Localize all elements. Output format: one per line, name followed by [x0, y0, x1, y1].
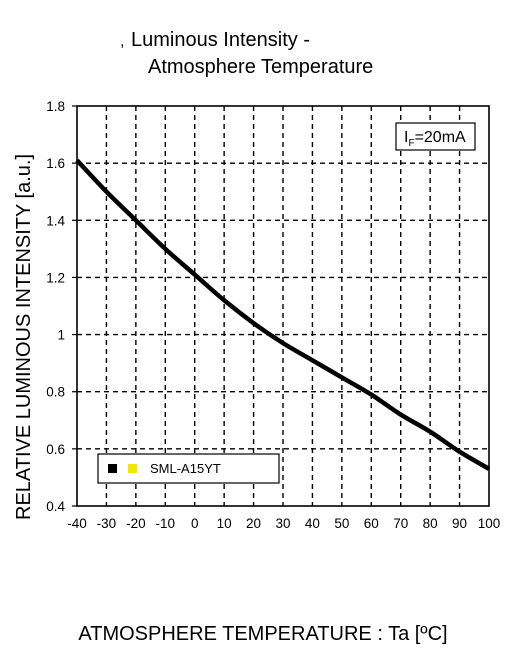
x-tick-label: -20 [126, 516, 146, 531]
x-tick-label: 10 [217, 516, 232, 531]
x-tick-labels: -40 -30 -20 -10 0 10 20 30 40 50 60 70 80 90 100 [67, 516, 500, 531]
plot-frame [76, 105, 490, 507]
title-prefix: , [120, 33, 124, 50]
grid-lines [77, 106, 489, 506]
x-axis-label: ATMOSPHERE TEMPERATURE : Ta [ºC] [78, 623, 447, 645]
y-tick-labels: 0.4 0.6 0.8 1 1.2 1.4 1.6 1.8 [46, 99, 77, 514]
x-tick-label: 30 [275, 516, 290, 531]
y-tick-label: 1 [57, 328, 65, 343]
y-tick-label: 0.4 [46, 499, 65, 514]
condition-label: IF=20mA [404, 129, 466, 149]
condition-suffix: =20mA [415, 129, 466, 146]
title-line-1: Luminous Intensity - [131, 29, 310, 51]
x-tick-label: 90 [452, 516, 467, 531]
x-tick-label: 20 [246, 516, 261, 531]
x-tick-label: 0 [191, 516, 199, 531]
x-tick-label: 80 [423, 516, 438, 531]
condition-box: IF=20mA [395, 122, 476, 151]
legend-swatch-yellow [128, 464, 137, 473]
chart-title: , Luminous Intensity - Atmosphere Temper… [120, 29, 373, 78]
plot-area [75, 105, 491, 507]
x-tick-label: 40 [305, 516, 320, 531]
condition-frame [395, 122, 476, 151]
x-tick-label: 60 [364, 516, 379, 531]
condition-prefix: I [404, 129, 408, 146]
legend-swatch-black [108, 464, 117, 473]
x-tick-label: -10 [156, 516, 176, 531]
x-tick-label: -30 [97, 516, 117, 531]
y-axis-label: RELATIVE LUMINOUS INTENSITY [a.u.] [13, 154, 35, 520]
legend-series-label: SML-A15YT [150, 461, 221, 476]
series-line-sml-a15yt [75, 158, 491, 471]
x-tick-label: 70 [393, 516, 408, 531]
y-tick-label: 0.8 [46, 385, 65, 400]
x-tick-label: -40 [67, 516, 87, 531]
y-tick-label: 1.2 [46, 270, 65, 285]
x-tick-label: 50 [334, 516, 349, 531]
x-tick-label: 100 [478, 516, 501, 531]
y-tick-label: 1.6 [46, 156, 65, 171]
title-line-2: Atmosphere Temperature [148, 56, 373, 78]
y-tick-label: 1.8 [46, 99, 65, 114]
y-tick-label: 1.4 [46, 213, 65, 228]
condition-subscript: F [408, 138, 414, 149]
y-tick-label: 0.6 [46, 442, 65, 457]
legend: SML-A15YT [97, 453, 280, 484]
series-layer [75, 158, 491, 471]
